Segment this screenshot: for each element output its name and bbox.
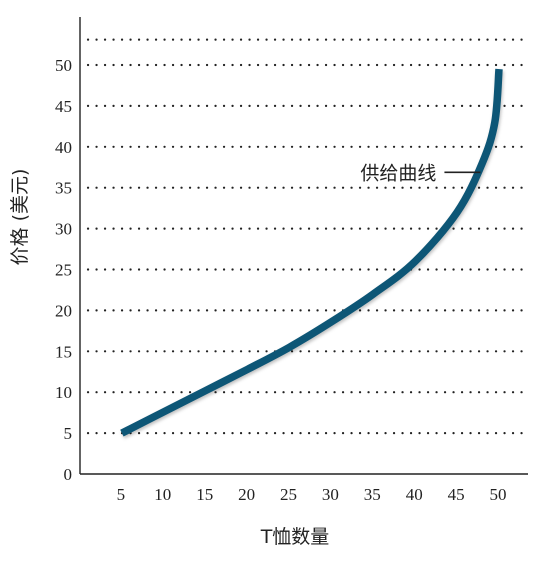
y-tick-label: 45 <box>55 97 72 116</box>
x-tick-label: 30 <box>322 485 339 504</box>
y-tick-label: 40 <box>55 138 72 157</box>
y-tick-label: 5 <box>64 424 73 443</box>
curve-annotation: 供给曲线 <box>360 162 481 184</box>
x-tick-label: 50 <box>490 485 507 504</box>
x-tick-label: 35 <box>364 485 381 504</box>
x-axis-title: T恤数量 <box>260 526 330 548</box>
series-layer <box>120 68 503 437</box>
grid-lines <box>86 38 530 435</box>
supply-curve-line <box>120 68 503 437</box>
x-tick-label: 25 <box>280 485 297 504</box>
y-tick-label: 10 <box>55 383 72 402</box>
x-tick-label: 40 <box>406 485 423 504</box>
x-tick-label: 10 <box>154 485 171 504</box>
x-tick-label: 15 <box>196 485 213 504</box>
annotation-label: 供给曲线 <box>360 162 436 184</box>
y-tick-label: 0 <box>64 465 73 484</box>
y-tick-label: 15 <box>55 342 72 361</box>
x-tick-label: 20 <box>238 485 255 504</box>
x-tick-labels: 5 10 15 20 25 30 35 40 45 50 <box>117 485 507 504</box>
y-tick-label: 50 <box>55 56 72 75</box>
y-tick-label: 35 <box>55 179 72 198</box>
y-tick-label: 30 <box>55 220 72 239</box>
y-axis-title: 价格 (美元) <box>9 169 31 266</box>
y-tick-label: 20 <box>55 301 72 320</box>
axes <box>79 17 528 475</box>
y-tick-labels: 0 5 10 15 20 25 30 35 40 45 50 <box>55 56 72 484</box>
y-tick-label: 25 <box>55 261 72 280</box>
x-tick-label: 5 <box>117 485 126 504</box>
x-tick-label: 45 <box>448 485 465 504</box>
